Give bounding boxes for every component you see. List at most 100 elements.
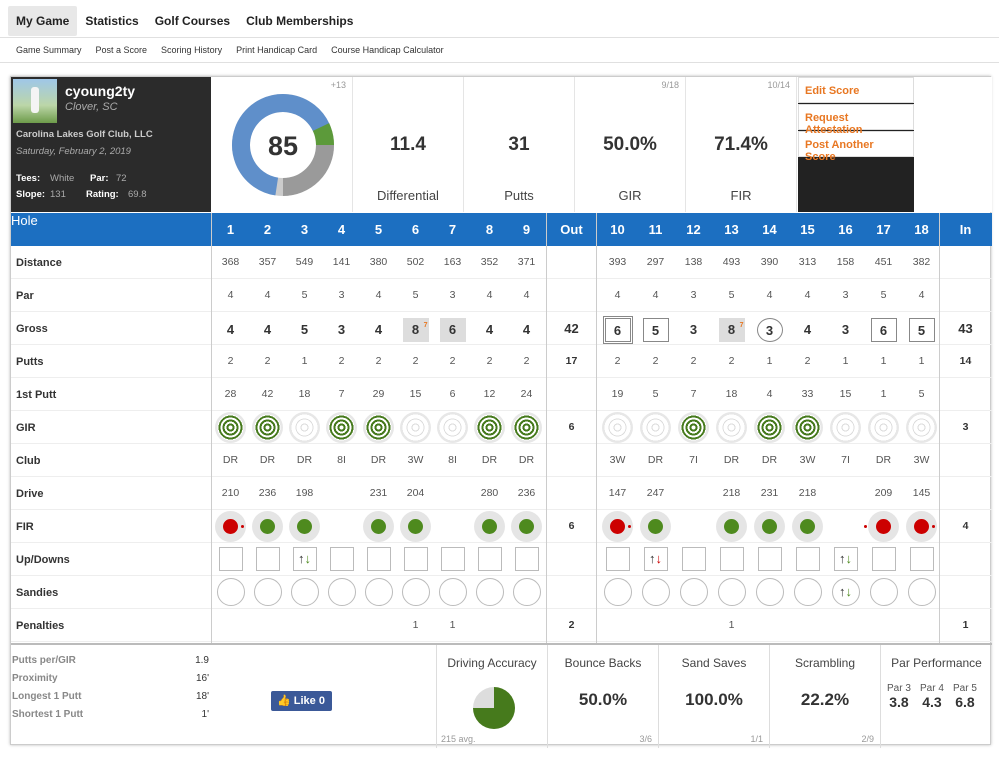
updown-toggle[interactable] — [255, 547, 280, 572]
tab-statistics[interactable]: Statistics — [85, 14, 139, 28]
sandie-toggle[interactable] — [327, 578, 356, 607]
gross-score[interactable]: 5 — [908, 317, 935, 342]
subtab-scoring-history[interactable]: Scoring History — [161, 45, 223, 55]
gross-score[interactable]: 3 — [329, 318, 355, 342]
fir-hit-icon[interactable] — [716, 510, 747, 542]
gir-hit-icon[interactable] — [511, 412, 542, 444]
sandie-toggle[interactable] — [475, 578, 504, 607]
sandie-success-icon[interactable]: ↑↓ — [831, 578, 860, 607]
fir-left-icon[interactable] — [602, 510, 633, 542]
subtab-post-score[interactable]: Post a Score — [95, 45, 148, 55]
sandie-toggle[interactable] — [401, 578, 430, 607]
updown-toggle[interactable] — [795, 547, 820, 572]
gir-hit-icon[interactable] — [252, 412, 283, 444]
sandie-toggle[interactable] — [512, 578, 541, 607]
gross-score[interactable]: 5 — [642, 317, 669, 342]
sandie-toggle[interactable] — [364, 578, 393, 607]
gir-miss-icon[interactable] — [830, 412, 861, 444]
gir-miss-icon[interactable] — [400, 412, 431, 444]
updown-toggle[interactable] — [329, 547, 354, 572]
sandie-toggle[interactable] — [793, 578, 822, 607]
sandie-toggle[interactable] — [603, 578, 632, 607]
sandie-toggle[interactable] — [755, 578, 784, 607]
gross-score[interactable]: 4 — [255, 318, 281, 342]
gross-score[interactable]: 3 — [833, 318, 859, 342]
fir-hit-icon[interactable] — [474, 510, 505, 542]
gross-score[interactable]: 6 — [439, 317, 466, 342]
fir-hit-icon[interactable] — [511, 510, 542, 542]
edit-score-button[interactable]: Edit Score — [798, 77, 914, 103]
gross-score[interactable]: 5 — [292, 318, 318, 342]
updown-toggle[interactable] — [681, 547, 706, 572]
gir-miss-icon[interactable] — [602, 412, 633, 444]
updown-success-icon[interactable]: ↑↓ — [833, 547, 858, 572]
fir-hit-icon[interactable] — [363, 510, 394, 542]
sandie-toggle[interactable] — [641, 578, 670, 607]
updown-toggle[interactable] — [440, 547, 465, 572]
gross-score[interactable]: 6 — [602, 315, 633, 344]
updown-toggle[interactable] — [757, 547, 782, 572]
subtab-course-handicap[interactable]: Course Handicap Calculator — [331, 45, 444, 55]
updown-toggle[interactable] — [871, 547, 896, 572]
fir-hit-icon[interactable] — [400, 510, 431, 542]
tab-golf-courses[interactable]: Golf Courses — [154, 14, 231, 28]
fir-hit-icon[interactable] — [640, 510, 671, 542]
updown-toggle[interactable] — [605, 547, 630, 572]
post-another-score-button[interactable]: Post Another Score — [798, 131, 914, 163]
updown-fail-icon[interactable]: ↑↓ — [643, 547, 668, 572]
gross-score[interactable]: 6 — [870, 317, 897, 342]
gir-hit-icon[interactable] — [474, 412, 505, 444]
sandie-toggle[interactable] — [679, 578, 708, 607]
gir-miss-icon[interactable] — [716, 412, 747, 444]
subtab-print-handicap[interactable]: Print Handicap Card — [236, 45, 318, 55]
gross-score[interactable]: 4 — [366, 318, 392, 342]
facebook-like-button[interactable]: 👍 Like 0 — [271, 691, 332, 711]
sandie-toggle[interactable] — [717, 578, 746, 607]
sandie-toggle[interactable] — [438, 578, 467, 607]
gross-score[interactable]: 4 — [477, 318, 503, 342]
updown-success-icon[interactable]: ↑↓ — [292, 547, 317, 572]
fir-left-icon[interactable] — [215, 510, 246, 542]
fir-right-icon[interactable] — [864, 510, 899, 542]
fir-left-icon[interactable] — [906, 510, 937, 542]
sandie-toggle[interactable] — [907, 578, 936, 607]
sandie-toggle[interactable] — [253, 578, 282, 607]
gir-hit-icon[interactable] — [215, 412, 246, 444]
gir-miss-icon[interactable] — [906, 412, 937, 444]
updown-toggle[interactable] — [514, 547, 539, 572]
gross-score[interactable]: 4 — [218, 318, 244, 342]
gir-miss-icon[interactable] — [640, 412, 671, 444]
updown-toggle[interactable] — [218, 547, 243, 572]
request-attestation-button[interactable]: Request Attestation — [798, 104, 914, 136]
sandie-toggle[interactable] — [216, 578, 245, 607]
player-name[interactable]: cyoung2ty — [65, 83, 136, 99]
updown-toggle[interactable] — [403, 547, 428, 572]
sandie-toggle[interactable] — [869, 578, 898, 607]
gross-score[interactable]: 3 — [681, 318, 707, 342]
gir-miss-icon[interactable] — [868, 412, 899, 444]
gir-hit-icon[interactable] — [326, 412, 357, 444]
subtab-game-summary[interactable]: Game Summary — [16, 45, 82, 55]
tab-club-memberships[interactable]: Club Memberships — [246, 14, 354, 28]
gir-hit-icon[interactable] — [754, 412, 785, 444]
fir-hit-icon[interactable] — [792, 510, 823, 542]
tab-my-game[interactable]: My Game — [8, 6, 78, 36]
avatar[interactable] — [13, 79, 57, 123]
fir-hit-icon[interactable] — [289, 510, 320, 542]
sandie-toggle[interactable] — [290, 578, 319, 607]
gir-hit-icon[interactable] — [678, 412, 709, 444]
gross-score[interactable]: 4 — [795, 318, 821, 342]
fir-hit-icon[interactable] — [754, 510, 785, 542]
gross-score[interactable]: 3 — [756, 317, 783, 342]
updown-toggle[interactable] — [909, 547, 934, 572]
updown-toggle[interactable] — [366, 547, 391, 572]
fir-hit-icon[interactable] — [252, 510, 283, 542]
updown-toggle[interactable] — [719, 547, 744, 572]
updown-toggle[interactable] — [477, 547, 502, 572]
gir-miss-icon[interactable] — [437, 412, 468, 444]
gir-hit-icon[interactable] — [363, 412, 394, 444]
gross-score[interactable]: 4 — [514, 318, 540, 342]
gir-hit-icon[interactable] — [792, 412, 823, 444]
